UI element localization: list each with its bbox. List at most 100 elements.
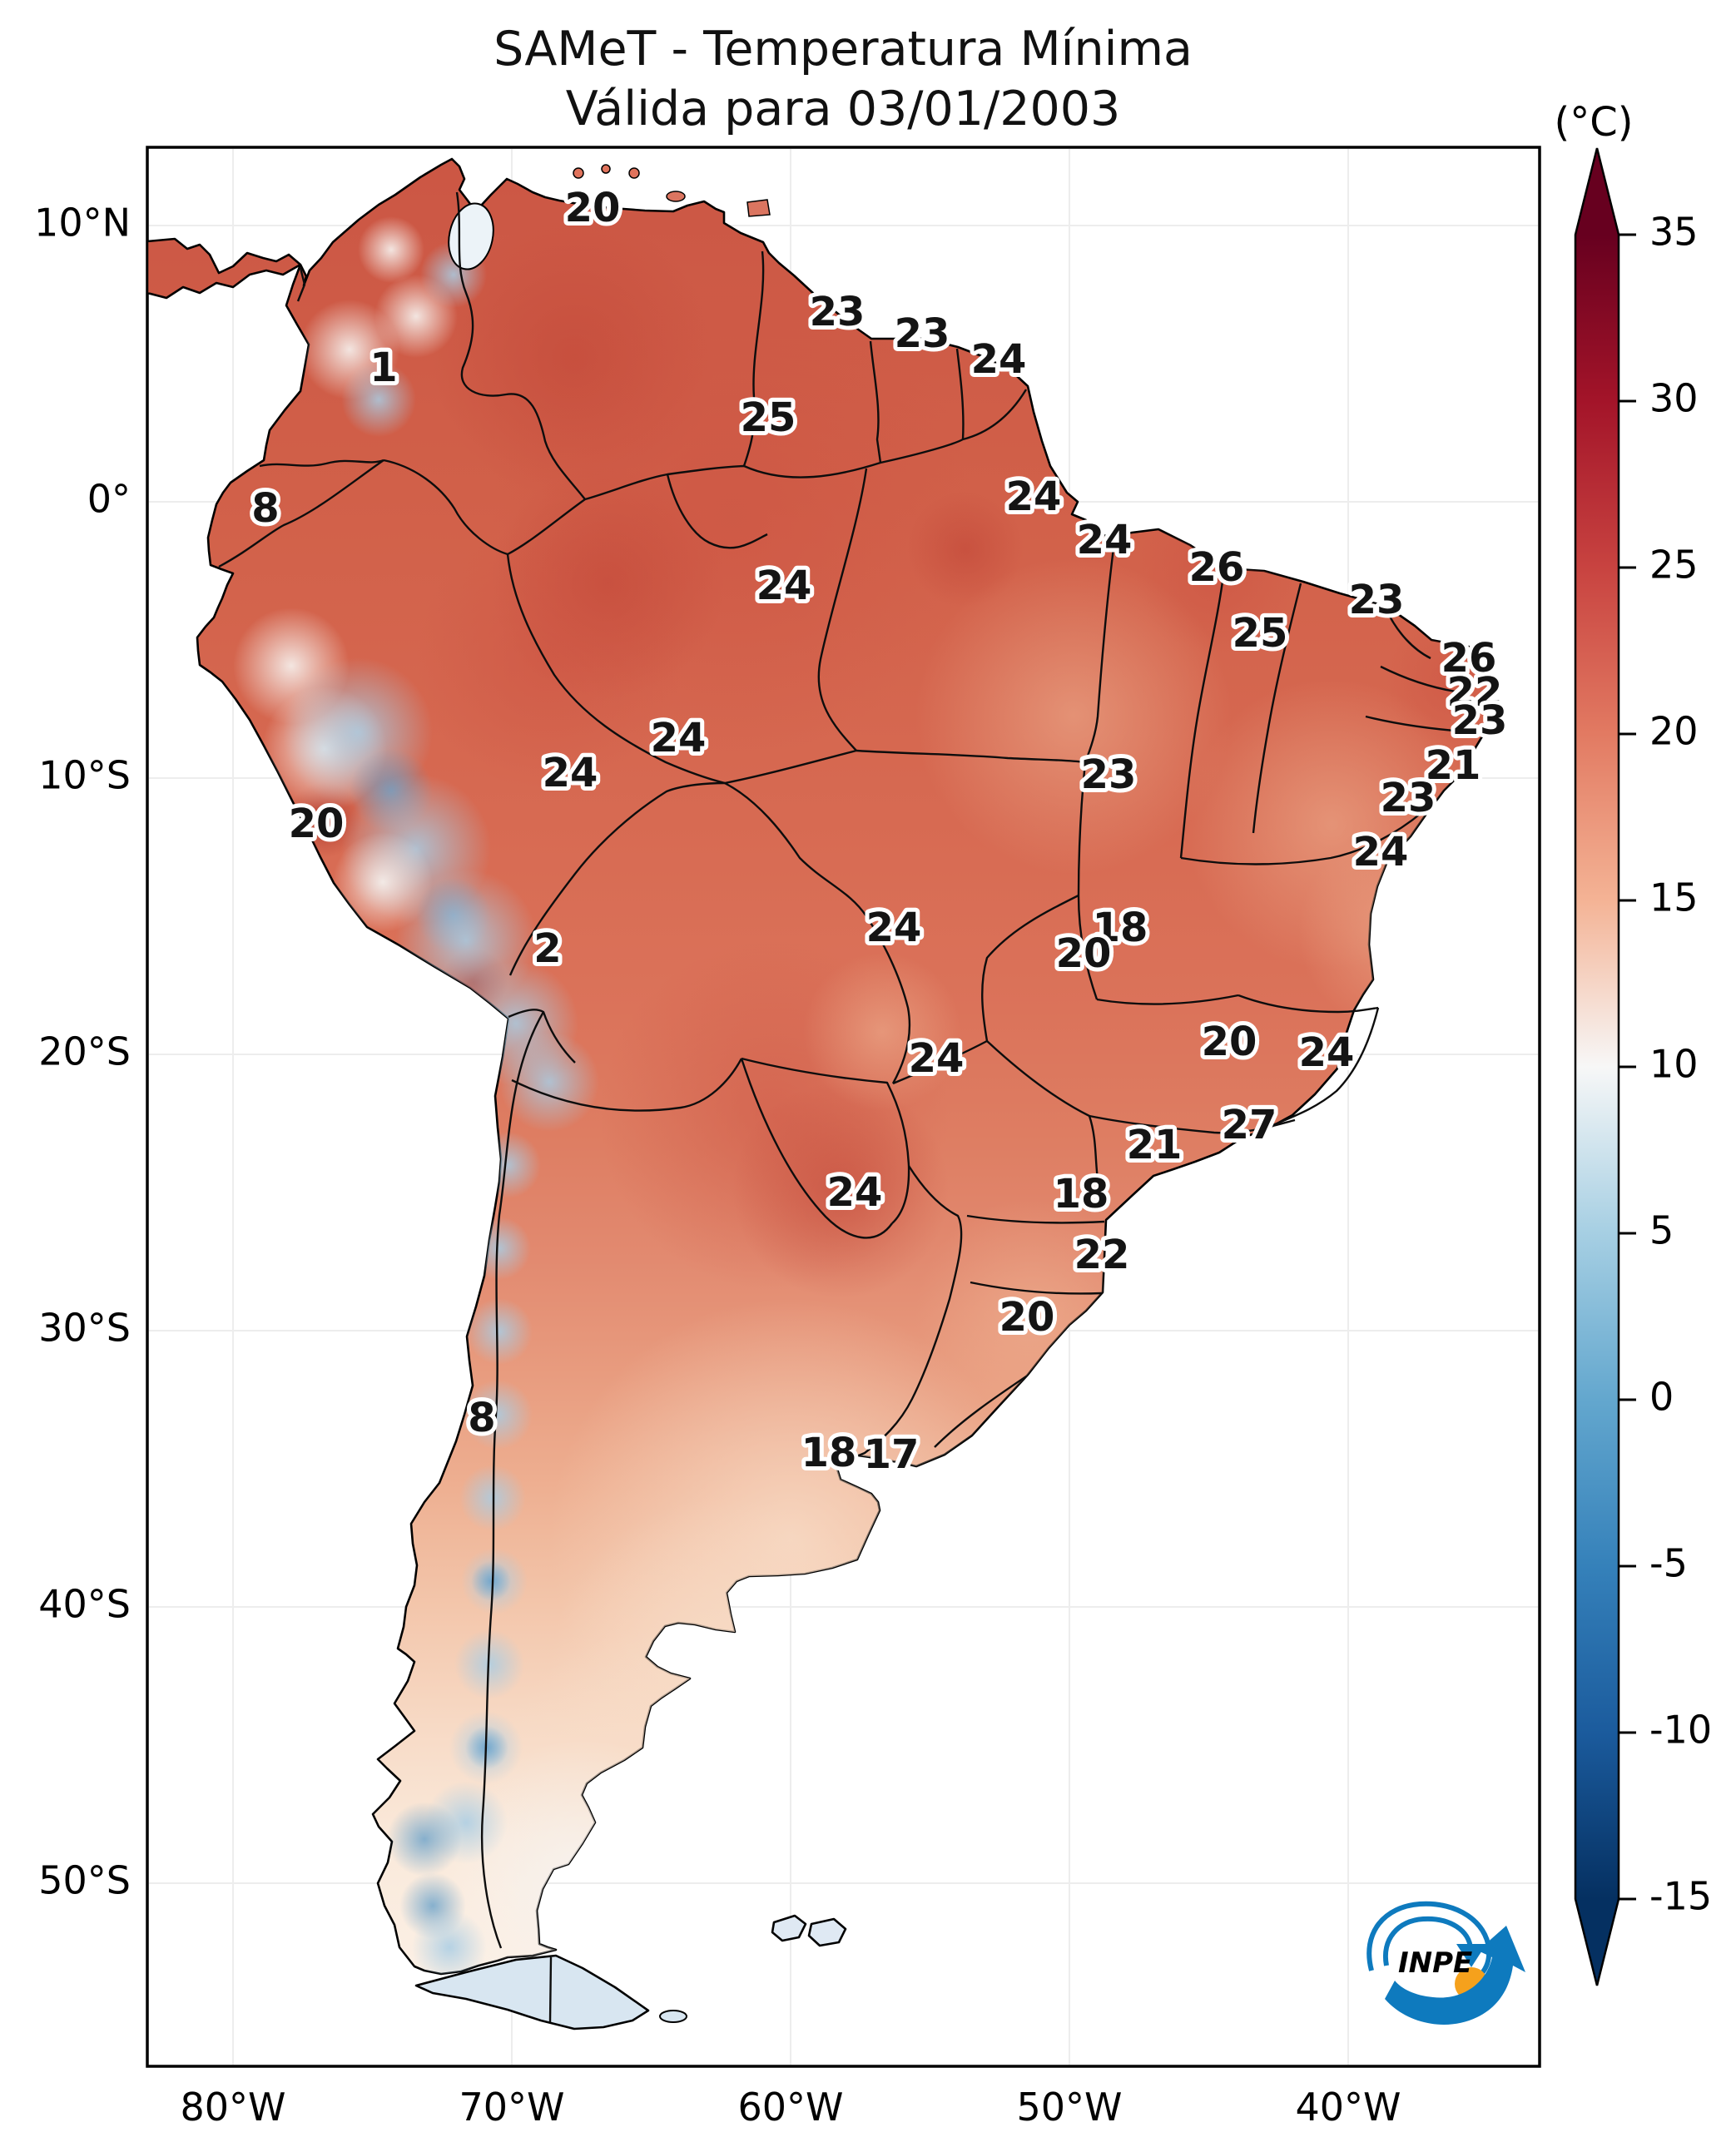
- border-ecuador-peru: [218, 459, 384, 568]
- map-temp-label: 22: [1447, 669, 1503, 716]
- map-temp-label: 20: [565, 185, 621, 231]
- colorbar-under-arrow: [1575, 1899, 1619, 1986]
- map-temp-label: 24: [651, 715, 707, 761]
- map-title: SAMeT - Temperatura Mínima: [494, 22, 1193, 77]
- caribbean-islands: [573, 164, 771, 217]
- colorbar-tick-label: 15: [1649, 875, 1699, 920]
- border-uruguay-brazil: [934, 1376, 1027, 1448]
- map-temp-label: 18: [1054, 1171, 1109, 1217]
- lat-tick-label: 10°S: [38, 753, 131, 798]
- map-temp-label: 23: [895, 310, 950, 357]
- colorbar-tick-label: -5: [1649, 1541, 1688, 1586]
- map-temp-label: 17: [864, 1431, 920, 1478]
- map-temp-label: 20: [289, 801, 345, 847]
- border-colombia-ecuador: [259, 459, 384, 468]
- colorbar-tick-label: 20: [1649, 709, 1699, 754]
- border-chile-argentina: [480, 1011, 545, 1949]
- colorbar-tick-label: -10: [1649, 1708, 1712, 1753]
- border-peru-bolivia: [508, 781, 726, 976]
- border-venezuela-brazil: [584, 464, 745, 501]
- map-temp-label: 23: [1452, 697, 1508, 744]
- lat-tick-label: 10°N: [34, 201, 131, 245]
- map-temp-label: 20: [1056, 930, 1112, 977]
- map-temp-label: 24: [756, 563, 812, 609]
- map-temp-label: 23: [1349, 577, 1405, 623]
- map-temp-label: 20: [1202, 1019, 1257, 1065]
- colorbar-tick-label: -15: [1649, 1874, 1712, 1919]
- map-temp-label: 2: [533, 925, 561, 972]
- map-temp-label: 25: [1233, 610, 1288, 657]
- map-temp-label: 25: [741, 394, 796, 441]
- colorbar-ticks: 35 30 25 20 15 10 5 0 -5 -10 -15: [1619, 210, 1712, 1919]
- map-temp-label: 20: [999, 1294, 1055, 1341]
- lat-tick-label: 0°: [87, 477, 131, 522]
- border-paraguay-argentina: [740, 1058, 893, 1239]
- inpe-swirl-arrowhead-icon: [1456, 1944, 1486, 1967]
- map-temp-label: 21: [1127, 1122, 1183, 1168]
- map-temp-label: 24: [1299, 1029, 1355, 1076]
- map-temp-label: 8: [251, 485, 279, 532]
- border-chile-argentina-tdf: [548, 1956, 553, 2023]
- colorbar-tick-label: 10: [1649, 1042, 1699, 1087]
- map-temp-label: 18: [1093, 905, 1148, 951]
- tierra-del-fuego-island: [414, 1954, 650, 2031]
- border-bolivia-brazil: [724, 781, 911, 1084]
- map-temp-label: 24: [971, 336, 1027, 383]
- lon-tick-label: 70°W: [459, 2085, 564, 2130]
- map-temp-label: 24: [543, 750, 598, 796]
- inpe-swirl-inner: [1382, 1916, 1473, 1966]
- longitude-axis-labels: 80°W 70°W 60°W 50°W 40°W: [180, 2085, 1401, 2130]
- border-bolivia-argentina: [511, 1058, 743, 1112]
- lon-tick-label: 40°W: [1295, 2085, 1401, 2130]
- map-temp-label: 24: [1077, 517, 1133, 563]
- inpe-logo: INPE: [1366, 1901, 1525, 2025]
- border-guianas-brazil: [743, 389, 1028, 478]
- map-temp-label: 24: [909, 1035, 965, 1082]
- falkland-islands: [771, 1914, 847, 1947]
- colorbar-over-arrow: [1575, 148, 1619, 235]
- border-colombia-peru-brazil: [383, 459, 586, 556]
- colorbar: 35 30 25 20 15 10 5 0 -5 -10 -15 (°C): [1555, 99, 1712, 1986]
- lon-tick-label: 50°W: [1016, 2085, 1122, 2130]
- border-venezuela-guyana: [742, 250, 765, 467]
- isla-de-los-estados: [659, 2010, 687, 2023]
- border-argentina-brazil-uruguay: [835, 1165, 963, 1466]
- map-temp-label: 23: [1381, 775, 1436, 821]
- map-temp-label: 1: [370, 345, 397, 391]
- map-temp-label: 24: [827, 1169, 883, 1216]
- map-temp-label: 23: [1081, 751, 1137, 798]
- colorbar-tick-label: 35: [1649, 210, 1699, 255]
- inpe-curved-arrow-icon: [1385, 1926, 1525, 2025]
- colorbar-gradient-bar: [1575, 235, 1619, 1899]
- latitude-axis-labels: 10°N 0° 10°S 20°S 30°S 40°S 50°S: [34, 201, 131, 1903]
- map-subtitle-valid-date: Válida para 03/01/2003: [566, 82, 1121, 136]
- map-temp-label: 8: [468, 1395, 495, 1441]
- border-peru-brazil: [506, 553, 726, 785]
- border-guyana-suriname: [869, 340, 882, 464]
- lat-tick-label: 30°S: [38, 1306, 131, 1351]
- colorbar-tick-label: 0: [1649, 1375, 1674, 1420]
- border-panama-colombia: [296, 267, 306, 302]
- border-colombia-venezuela: [455, 191, 586, 500]
- map-temp-label: 18: [801, 1430, 857, 1476]
- lat-tick-label: 40°S: [38, 1582, 131, 1627]
- map-temp-label: 27: [1222, 1102, 1277, 1148]
- map-temp-label: 23: [810, 289, 866, 335]
- map-temp-label: 21: [1426, 742, 1481, 789]
- map-temp-label: 26: [1441, 635, 1497, 682]
- lat-tick-label: 50°S: [38, 1858, 131, 1903]
- map-temp-label: 24: [1006, 474, 1062, 520]
- colorbar-tick-label: 30: [1649, 376, 1699, 421]
- lon-tick-label: 80°W: [180, 2085, 285, 2130]
- political-borders: [218, 191, 1465, 1949]
- border-paraguay-brazil: [741, 1057, 910, 1224]
- map-temp-label: 24: [1353, 829, 1409, 875]
- lon-tick-label: 60°W: [737, 2085, 843, 2130]
- map-temp-label: 22: [1074, 1232, 1130, 1278]
- border-suriname-frguiana: [955, 348, 965, 440]
- lat-tick-label: 20°S: [38, 1029, 131, 1074]
- inpe-swirl-outer: [1366, 1901, 1492, 1986]
